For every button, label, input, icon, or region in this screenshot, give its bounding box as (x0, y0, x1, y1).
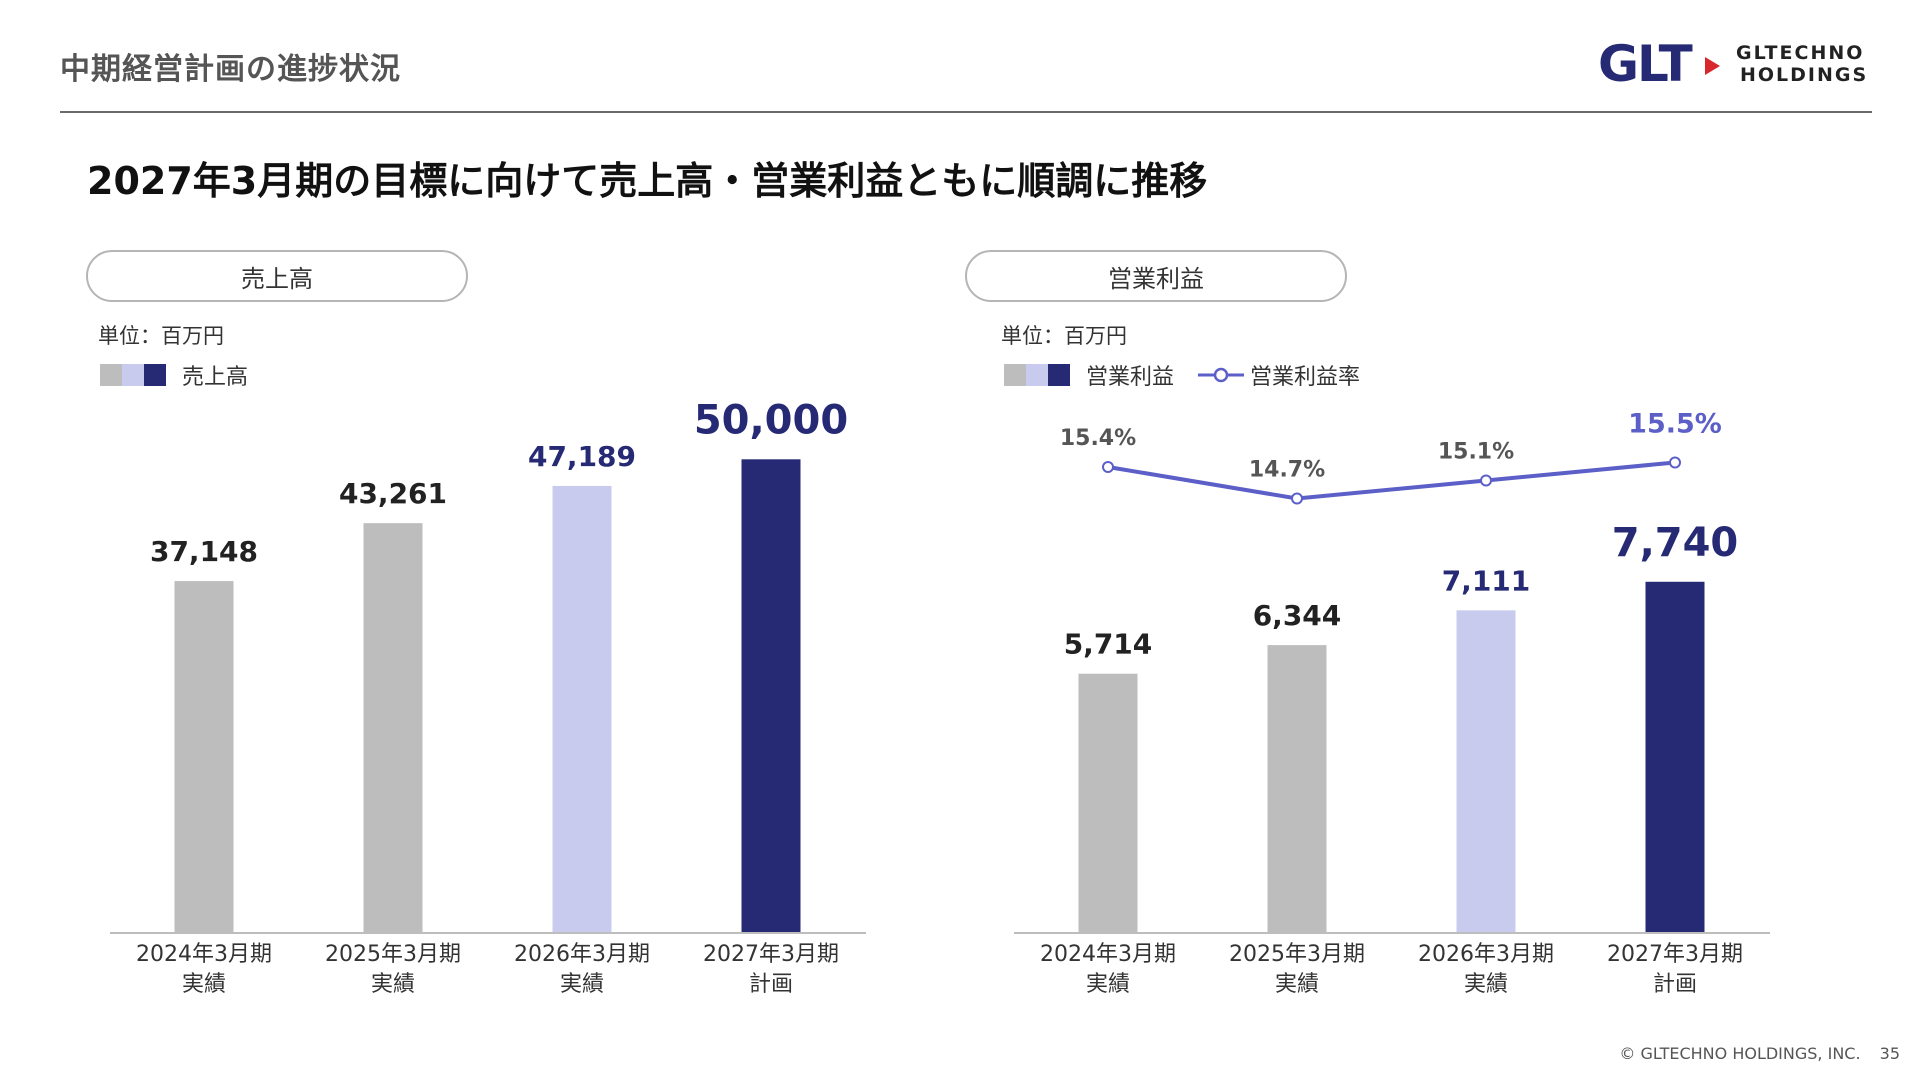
sales-unit-label: 単位：百万円 (98, 324, 224, 348)
x-tick-label: 2026年3月期 (514, 942, 650, 967)
x-tick-sublabel: 実績 (1275, 972, 1319, 997)
bar-value-label: 5,714 (1064, 628, 1153, 661)
bar-sales-3 (741, 459, 801, 933)
rate-legend-label: 営業利益率 (1250, 365, 1361, 390)
rate-value-label: 15.1% (1438, 440, 1514, 465)
op-income-panel-title: 営業利益 (965, 250, 1347, 302)
bar-value-label: 47,189 (528, 440, 636, 473)
x-tick-sublabel: 実績 (560, 972, 604, 997)
x-tick-label: 2026年3月期 (1418, 942, 1554, 967)
op-income-legend-label: 営業利益 (1086, 365, 1175, 390)
sales-legend: 売上高 (100, 362, 249, 390)
legend-swatch-recent (1026, 364, 1048, 386)
bar-sales-2 (552, 485, 612, 933)
bar-op-income-0 (1078, 673, 1138, 933)
bar-value-label: 6,344 (1253, 599, 1342, 632)
logo-line2: HOLDINGS (1740, 64, 1869, 86)
bar-sales-1 (363, 523, 423, 933)
rate-legend-line-icon (1198, 367, 1245, 383)
bar-value-label: 43,261 (339, 477, 447, 510)
legend-swatch-past (100, 364, 122, 386)
bar-op-income-2 (1456, 610, 1516, 933)
x-tick-label: 2024年3月期 (1040, 942, 1176, 967)
rate-line (1107, 460, 1676, 501)
x-tick-sublabel: 実績 (1086, 972, 1130, 997)
page-number: 35 (1879, 1044, 1900, 1063)
rate-value-label: 14.7% (1249, 458, 1325, 483)
x-tick-label: 2025年3月期 (325, 942, 461, 967)
footer: © GLTECHNO HOLDINGS, INC. 35 (1605, 1044, 1900, 1063)
bar-value-label: 50,000 (694, 397, 848, 443)
logo-wordmark: GLTECHNO HOLDINGS (1736, 42, 1868, 86)
rate-value-label: 15.5% (1628, 409, 1722, 440)
bar-op-income-3 (1645, 581, 1705, 933)
bar-op-income-1 (1267, 645, 1327, 933)
x-tick-label: 2027年3月期 (1607, 942, 1743, 967)
bar-value-label: 37,148 (150, 535, 258, 568)
header-divider (60, 111, 1872, 113)
legend-swatch-plan (144, 364, 166, 386)
logo-triangle-icon (1705, 57, 1720, 75)
rate-point (1480, 474, 1492, 487)
rate-point (1669, 456, 1681, 469)
logo-line1: GLTECHNO (1736, 42, 1865, 64)
x-tick-sublabel: 計画 (1653, 972, 1697, 997)
rate-point (1102, 461, 1114, 473)
x-tick-label: 2024年3月期 (136, 942, 272, 967)
x-tick-sublabel: 実績 (1464, 972, 1508, 997)
company-logo: GLT GLTECHNO HOLDINGS (1598, 36, 1878, 92)
rate-value-label: 15.4% (1060, 426, 1136, 451)
bar-value-label: 7,740 (1612, 520, 1739, 566)
legend-swatch-plan (1048, 364, 1070, 386)
bar-sales-0 (174, 581, 234, 933)
rate-point (1291, 492, 1303, 505)
x-tick-sublabel: 計画 (749, 972, 793, 997)
x-tick-label: 2027年3月期 (703, 942, 839, 967)
op-income-unit-label: 単位：百万円 (1001, 324, 1127, 348)
legend-swatch-past (1004, 364, 1026, 386)
op-income-legend: 営業利益 営業利益率 (1004, 362, 1361, 390)
x-tick-label: 2025年3月期 (1229, 942, 1365, 967)
sales-panel-title: 売上高 (86, 250, 468, 302)
logo-mark: GLT (1598, 35, 1693, 93)
copyright-text: © GLTECHNO HOLDINGS, INC. (1619, 1044, 1861, 1063)
x-tick-sublabel: 実績 (182, 972, 226, 997)
page-section-title: 中期経営計画の進捗状況 (60, 52, 401, 87)
legend-swatch-recent (122, 364, 144, 386)
sales-legend-label: 売上高 (182, 365, 249, 390)
page-headline: 2027年3月期の目標に向けて売上高・営業利益ともに順調に推移 (87, 159, 1208, 203)
bar-value-label: 7,111 (1442, 564, 1531, 597)
x-tick-sublabel: 実績 (371, 972, 415, 997)
